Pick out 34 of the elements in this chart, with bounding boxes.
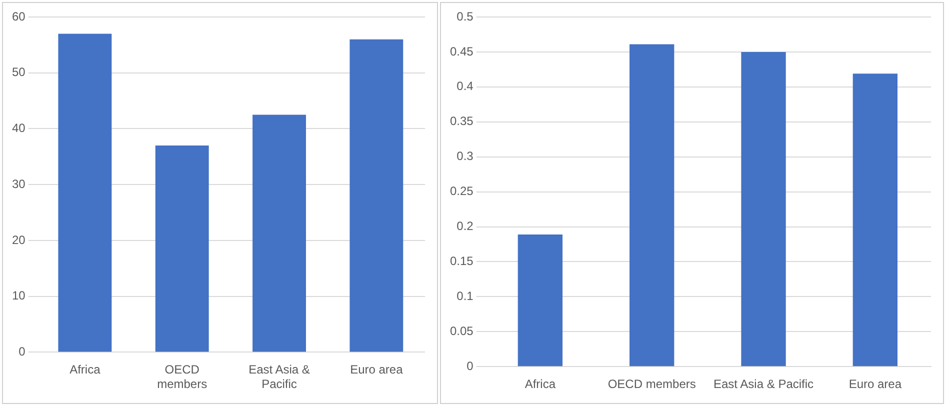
y-tick-label: 0.45 <box>450 44 474 58</box>
y-tick-label: 0.25 <box>450 184 474 198</box>
y-tick-label: 0.5 <box>456 9 474 24</box>
x-tick-label: East Asia & Pacific <box>248 362 310 392</box>
bar <box>155 145 209 352</box>
y-tick-label: 0.3 <box>456 149 474 164</box>
y-tick-label: 10 <box>12 288 26 303</box>
x-tick-label: Euro area <box>848 377 902 392</box>
bar <box>741 52 786 366</box>
y-tick-label: 0.05 <box>450 324 474 338</box>
y-tick-label: 20 <box>12 232 26 247</box>
bar <box>518 234 563 366</box>
bar <box>58 34 112 352</box>
y-tick-label: 0.4 <box>456 79 474 94</box>
bar <box>350 39 404 352</box>
y-tick-label: 0.15 <box>450 254 474 268</box>
y-tick-label: 30 <box>12 176 26 191</box>
y-tick-label: 0.1 <box>456 288 474 303</box>
y-tick-label: 0.35 <box>450 114 474 128</box>
bar <box>630 44 674 366</box>
y-tick-label: 0 <box>466 358 474 373</box>
y-tick-label: 60 <box>12 9 26 24</box>
y-tick-label: 0.2 <box>456 219 474 234</box>
x-tick-label: OECD members <box>608 377 696 392</box>
x-tick-label: Euro area <box>350 362 404 377</box>
y-tick-label: 0 <box>18 344 26 359</box>
x-tick-label: Africa <box>70 362 101 377</box>
y-tick-label: 50 <box>12 65 26 80</box>
x-tick-label: OECD members <box>157 362 208 392</box>
y-tick-label: 40 <box>12 121 26 136</box>
bar <box>252 114 306 352</box>
bar <box>852 74 898 366</box>
x-tick-label: Africa <box>524 377 556 392</box>
x-tick-label: East Asia & Pacific <box>713 377 814 392</box>
